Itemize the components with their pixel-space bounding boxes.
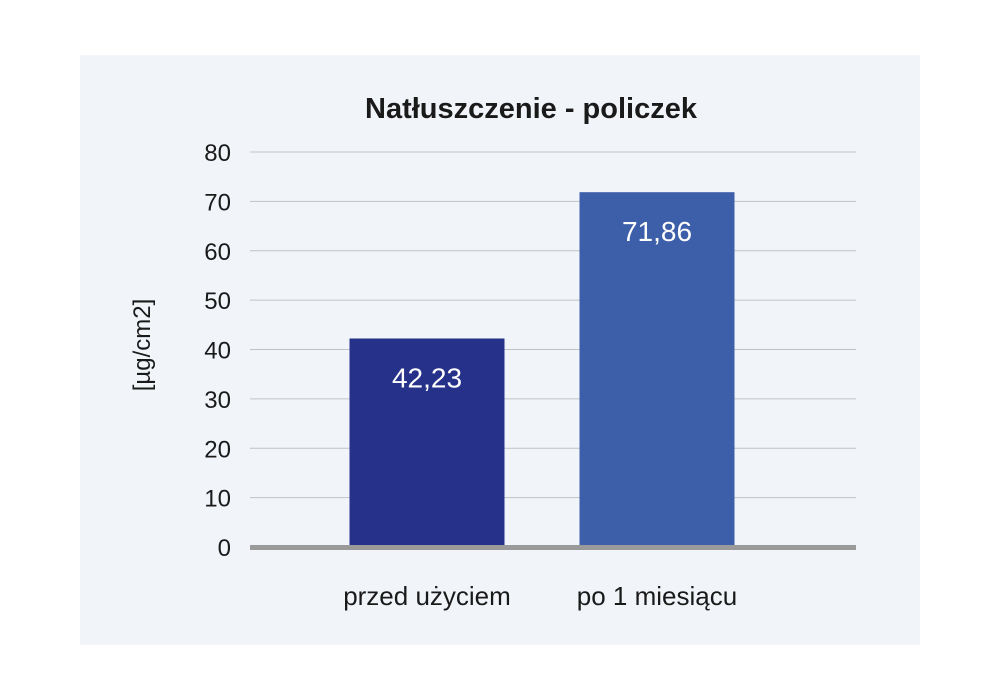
baseline	[250, 545, 856, 550]
y-tick-label: 50	[204, 288, 231, 315]
bar-2	[579, 192, 735, 547]
y-tick-label: 0	[218, 535, 231, 562]
y-tick-label: 80	[204, 140, 231, 167]
y-tick-label: 40	[204, 338, 231, 365]
y-tick-label: 30	[204, 387, 231, 414]
category-label: przed użyciem	[343, 581, 511, 611]
y-axis-label: [µg/cm2]	[129, 299, 156, 392]
category-label: po 1 miesiącu	[577, 581, 737, 611]
value-labels: 42,23 71,86	[392, 216, 692, 393]
gridlines	[250, 151, 856, 499]
bars	[349, 192, 735, 547]
bar-1	[349, 338, 505, 547]
chart-title: Natłuszczenie - policzek	[365, 93, 698, 125]
category-labels: przed użyciem po 1 miesiącu	[343, 581, 737, 611]
y-tick-label: 20	[204, 436, 231, 463]
value-label: 42,23	[392, 362, 462, 393]
x-axis-baseline	[250, 545, 856, 550]
y-tick-label: 10	[204, 486, 231, 513]
y-tick-labels: 0 10 20 30 40 50 60 70 80	[204, 140, 231, 562]
y-tick-label: 60	[204, 239, 231, 266]
y-tick-label: 70	[204, 189, 231, 216]
value-label: 71,86	[622, 216, 692, 247]
